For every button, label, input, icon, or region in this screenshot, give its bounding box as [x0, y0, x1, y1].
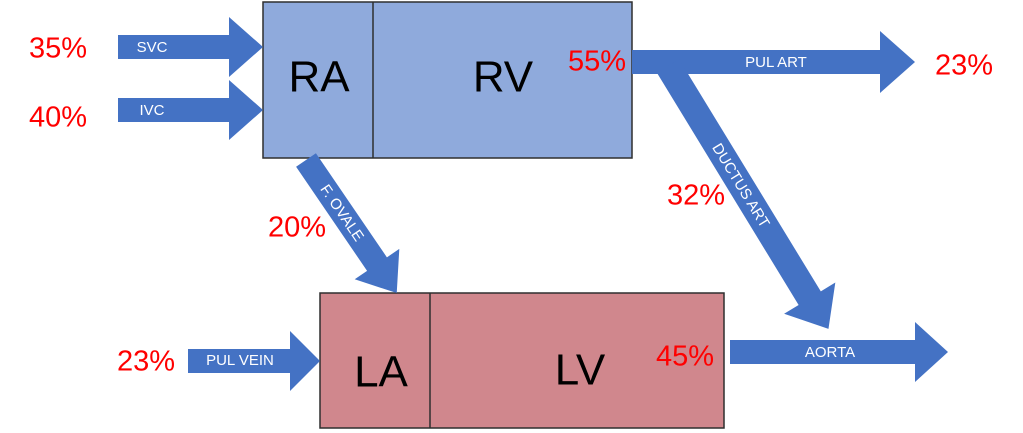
- ovale-arrow: [296, 153, 400, 294]
- flow-label: SVC: [137, 39, 168, 56]
- percent-label: 40%: [29, 102, 87, 134]
- percent-label: 55%: [568, 46, 626, 78]
- right-heart-box: [262, 1, 633, 159]
- percent-label: 35%: [29, 33, 87, 65]
- flow-label: PUL ART: [745, 54, 807, 71]
- percent-label: 32%: [667, 180, 725, 212]
- pul-art-arrow: [632, 31, 915, 93]
- chamber-label: RA: [288, 53, 350, 102]
- svc-arrow: [118, 17, 263, 77]
- percent-label: 20%: [268, 212, 326, 244]
- aorta-arrow: [730, 322, 948, 382]
- ivc-arrow: [118, 80, 263, 140]
- percent-label: 23%: [935, 50, 993, 82]
- percent-label: 45%: [656, 341, 714, 373]
- pul-vein-arrow: [188, 331, 320, 391]
- flow-label: PUL VEIN: [206, 352, 274, 369]
- ductus-arrow: [656, 59, 836, 329]
- flow-label: IVC: [139, 102, 164, 119]
- chamber-label: RV: [473, 53, 534, 102]
- flow-label: AORTA: [805, 344, 855, 361]
- percent-label: 23%: [117, 346, 175, 378]
- chamber-label: LV: [555, 346, 606, 395]
- chamber-label: LA: [354, 348, 408, 397]
- left-heart-box: [319, 292, 725, 429]
